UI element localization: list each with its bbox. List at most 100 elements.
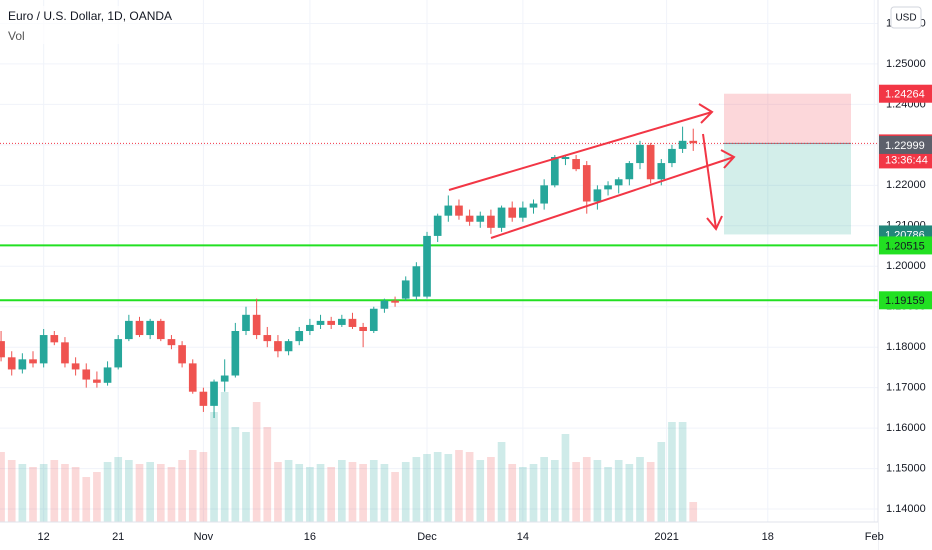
x-tick-label: 14 <box>517 531 529 543</box>
candle-body <box>306 324 314 332</box>
volume-bar <box>199 452 208 522</box>
price-badge <box>879 135 932 154</box>
price-badge <box>879 291 932 310</box>
volume-bar <box>689 502 698 522</box>
volume-bar <box>529 464 538 522</box>
volume-bar <box>540 457 548 522</box>
candle-body <box>199 391 208 406</box>
volume-bar <box>210 412 218 522</box>
volume-bar <box>135 464 144 522</box>
candle-body <box>210 381 218 406</box>
candles <box>0 126 698 419</box>
volume-bar <box>668 422 676 522</box>
candle-body <box>508 207 517 218</box>
x-tick-label: 2021 <box>654 531 678 543</box>
candle-body <box>476 215 485 222</box>
candle-body <box>29 359 37 364</box>
volume-bar <box>593 460 602 522</box>
target-zone <box>724 143 851 235</box>
y-tick-label: 1.25000 <box>886 58 926 70</box>
volume-bar <box>263 427 272 522</box>
candle-body <box>668 148 676 164</box>
currency-label[interactable]: USD <box>895 13 916 24</box>
candle-body <box>455 205 463 216</box>
volume-bar <box>487 457 495 522</box>
candle-body <box>188 363 197 392</box>
volume-bar <box>178 460 186 522</box>
volume-bar <box>29 467 37 522</box>
candle-body <box>18 359 27 370</box>
price-badge-label: 1.22999 <box>885 140 925 152</box>
countdown-badge <box>879 152 932 169</box>
volume-bar <box>337 460 346 522</box>
volume-bar <box>306 467 314 522</box>
volume-bar <box>114 457 123 522</box>
volume-bar <box>380 464 389 522</box>
volume-bar <box>678 422 687 522</box>
volume-bar <box>50 460 59 522</box>
candle-body <box>156 320 165 340</box>
candle-body <box>135 320 144 336</box>
levels <box>0 142 878 302</box>
y-tick-label: 1.20000 <box>886 260 926 272</box>
volume-bar <box>284 460 293 522</box>
y-tick-label: 1.22000 <box>886 179 926 191</box>
candle-body <box>646 144 655 180</box>
volume-bar <box>465 452 474 522</box>
volume-bar <box>156 464 165 522</box>
candle-body <box>519 207 527 218</box>
volume-bar <box>295 464 304 522</box>
candle-body <box>497 207 506 228</box>
candle-body <box>657 163 666 180</box>
volume-bar <box>369 460 378 522</box>
candle-body <box>369 308 378 332</box>
channel-upper <box>448 111 713 191</box>
candle-body <box>572 159 580 170</box>
volume-bar <box>71 467 80 522</box>
y-tick-label: 1.17000 <box>886 382 926 394</box>
volume-bar <box>508 464 517 522</box>
candle-body <box>625 163 634 180</box>
candle-body <box>359 326 367 332</box>
volume-bar <box>231 427 240 522</box>
candle-body <box>252 314 261 336</box>
candle-body <box>540 185 548 204</box>
y-tick-label: 1.18000 <box>886 341 926 353</box>
volume-bar <box>519 467 527 522</box>
candle-body <box>529 203 538 208</box>
chart-title: Euro / U.S. Dollar, 1D, OANDA <box>8 9 172 23</box>
candle-body <box>103 367 112 383</box>
position-tool <box>724 93 851 235</box>
price-badge-label: 1.19159 <box>885 295 925 307</box>
y-tick-label: 1.16000 <box>886 422 926 434</box>
volume-bar <box>401 462 410 522</box>
volume-bar <box>497 442 506 522</box>
candle-body <box>348 318 357 327</box>
volume-bar <box>636 457 644 522</box>
candle-body <box>582 165 591 202</box>
candle-body <box>391 300 399 303</box>
volume-bar <box>625 464 634 522</box>
candle-body <box>295 331 304 342</box>
volume-bar <box>657 442 666 522</box>
volume-bar <box>604 467 612 522</box>
volume-bar <box>7 460 16 522</box>
volume-bar <box>125 460 133 522</box>
candle-body <box>71 363 80 370</box>
x-tick-label: 12 <box>38 531 50 543</box>
volume-bar <box>18 464 27 522</box>
candle-body <box>316 320 325 325</box>
price-badge-label: 1.24264 <box>885 89 925 101</box>
volume-bar <box>167 467 176 522</box>
price-badge-label: 1.20515 <box>885 240 925 252</box>
candle-body <box>327 320 336 325</box>
candle-body <box>114 339 123 368</box>
volume-bar <box>146 462 154 522</box>
candle-body <box>561 157 570 160</box>
candle-body <box>274 341 282 352</box>
candle-body <box>284 341 293 352</box>
volume-bar <box>412 457 421 522</box>
channel-lower <box>490 156 735 239</box>
currency-button[interactable] <box>890 6 922 29</box>
volume-bar <box>391 472 399 522</box>
